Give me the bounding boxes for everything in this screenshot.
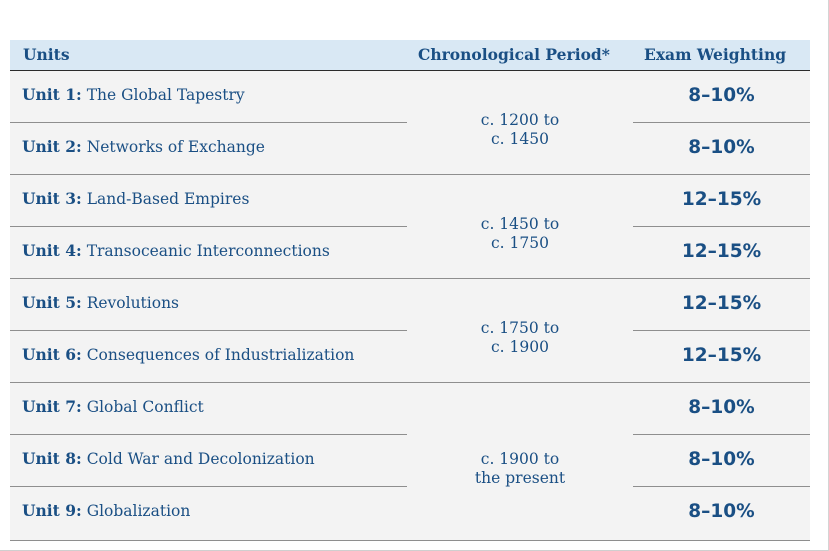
unit-row: Unit 4: Transoceanic Interconnections bbox=[22, 241, 330, 260]
header-chronological-period: Chronological Period* bbox=[418, 45, 610, 64]
row-divider bbox=[10, 122, 407, 123]
period-band: Unit 1: The Global Tapestry 8–10% Unit 2… bbox=[10, 71, 810, 175]
row-divider bbox=[633, 122, 810, 123]
period-line: c. 1900 bbox=[491, 338, 549, 356]
unit-title: Cold War and Decolonization bbox=[86, 450, 315, 468]
unit-weight: 12–15% bbox=[681, 189, 762, 210]
row-divider bbox=[633, 486, 810, 487]
units-table: Units Chronological Period* Exam Weighti… bbox=[10, 40, 810, 541]
unit-number: Unit 8: bbox=[22, 449, 82, 468]
period-line: c. 1750 to bbox=[480, 319, 560, 337]
unit-weight: 8–10% bbox=[688, 501, 755, 522]
period-band: Unit 3: Land-Based Empires 12–15% Unit 4… bbox=[10, 175, 810, 279]
unit-row: Unit 1: The Global Tapestry bbox=[22, 85, 245, 104]
unit-title: Land-Based Empires bbox=[86, 190, 250, 208]
unit-row: Unit 9: Globalization bbox=[22, 501, 190, 520]
row-divider bbox=[10, 330, 407, 331]
unit-weight: 8–10% bbox=[688, 137, 755, 158]
unit-row: Unit 7: Global Conflict bbox=[22, 397, 204, 416]
row-divider bbox=[633, 434, 810, 435]
unit-weight: 12–15% bbox=[681, 345, 762, 366]
unit-row: Unit 3: Land-Based Empires bbox=[22, 189, 249, 208]
unit-number: Unit 2: bbox=[22, 137, 82, 156]
unit-title: Networks of Exchange bbox=[86, 138, 265, 156]
unit-title: Global Conflict bbox=[86, 398, 204, 416]
period-band: Unit 5: Revolutions 12–15% Unit 6: Conse… bbox=[10, 279, 810, 383]
row-divider bbox=[633, 330, 810, 331]
period-line: c. 1450 bbox=[491, 130, 549, 148]
unit-row: Unit 2: Networks of Exchange bbox=[22, 137, 265, 156]
header-exam-weighting: Exam Weighting bbox=[644, 45, 787, 64]
unit-number: Unit 6: bbox=[22, 345, 82, 364]
unit-number: Unit 3: bbox=[22, 189, 82, 208]
chronological-period: c. 1450 to c. 1750 bbox=[410, 215, 630, 253]
row-divider bbox=[633, 226, 810, 227]
unit-weight: 12–15% bbox=[681, 293, 762, 314]
unit-weight: 8–10% bbox=[688, 397, 755, 418]
table-body: Unit 1: The Global Tapestry 8–10% Unit 2… bbox=[10, 71, 810, 541]
unit-title: Consequences of Industrialization bbox=[86, 346, 355, 364]
unit-number: Unit 4: bbox=[22, 241, 82, 260]
chronological-period: c. 1750 to c. 1900 bbox=[410, 319, 630, 357]
chronological-period: c. 1900 to the present bbox=[410, 450, 630, 488]
unit-weight: 8–10% bbox=[688, 449, 755, 470]
unit-title: The Global Tapestry bbox=[86, 86, 245, 104]
unit-number: Unit 9: bbox=[22, 501, 82, 520]
unit-row: Unit 8: Cold War and Decolonization bbox=[22, 449, 315, 468]
unit-title: Transoceanic Interconnections bbox=[86, 242, 330, 260]
unit-number: Unit 7: bbox=[22, 397, 82, 416]
period-line: the present bbox=[474, 469, 566, 487]
unit-row: Unit 6: Consequences of Industrializatio… bbox=[22, 345, 354, 364]
period-line: c. 1450 to bbox=[480, 215, 560, 233]
unit-number: Unit 1: bbox=[22, 85, 82, 104]
header-units: Units bbox=[23, 45, 70, 64]
unit-number: Unit 5: bbox=[22, 293, 82, 312]
row-divider bbox=[10, 434, 407, 435]
row-divider bbox=[10, 226, 407, 227]
period-line: c. 1200 to bbox=[480, 111, 560, 129]
unit-weight: 12–15% bbox=[681, 241, 762, 262]
unit-row: Unit 5: Revolutions bbox=[22, 293, 179, 312]
table-header: Units Chronological Period* Exam Weighti… bbox=[10, 40, 810, 71]
unit-title: Globalization bbox=[86, 502, 191, 520]
unit-title: Revolutions bbox=[86, 294, 180, 312]
chronological-period: c. 1200 to c. 1450 bbox=[410, 111, 630, 149]
unit-weight: 8–10% bbox=[688, 85, 755, 106]
period-band: Unit 7: Global Conflict 8–10% Unit 8: Co… bbox=[10, 383, 810, 541]
period-line: c. 1750 bbox=[491, 234, 549, 252]
period-line: c. 1900 to bbox=[480, 450, 560, 468]
row-divider bbox=[10, 486, 407, 487]
